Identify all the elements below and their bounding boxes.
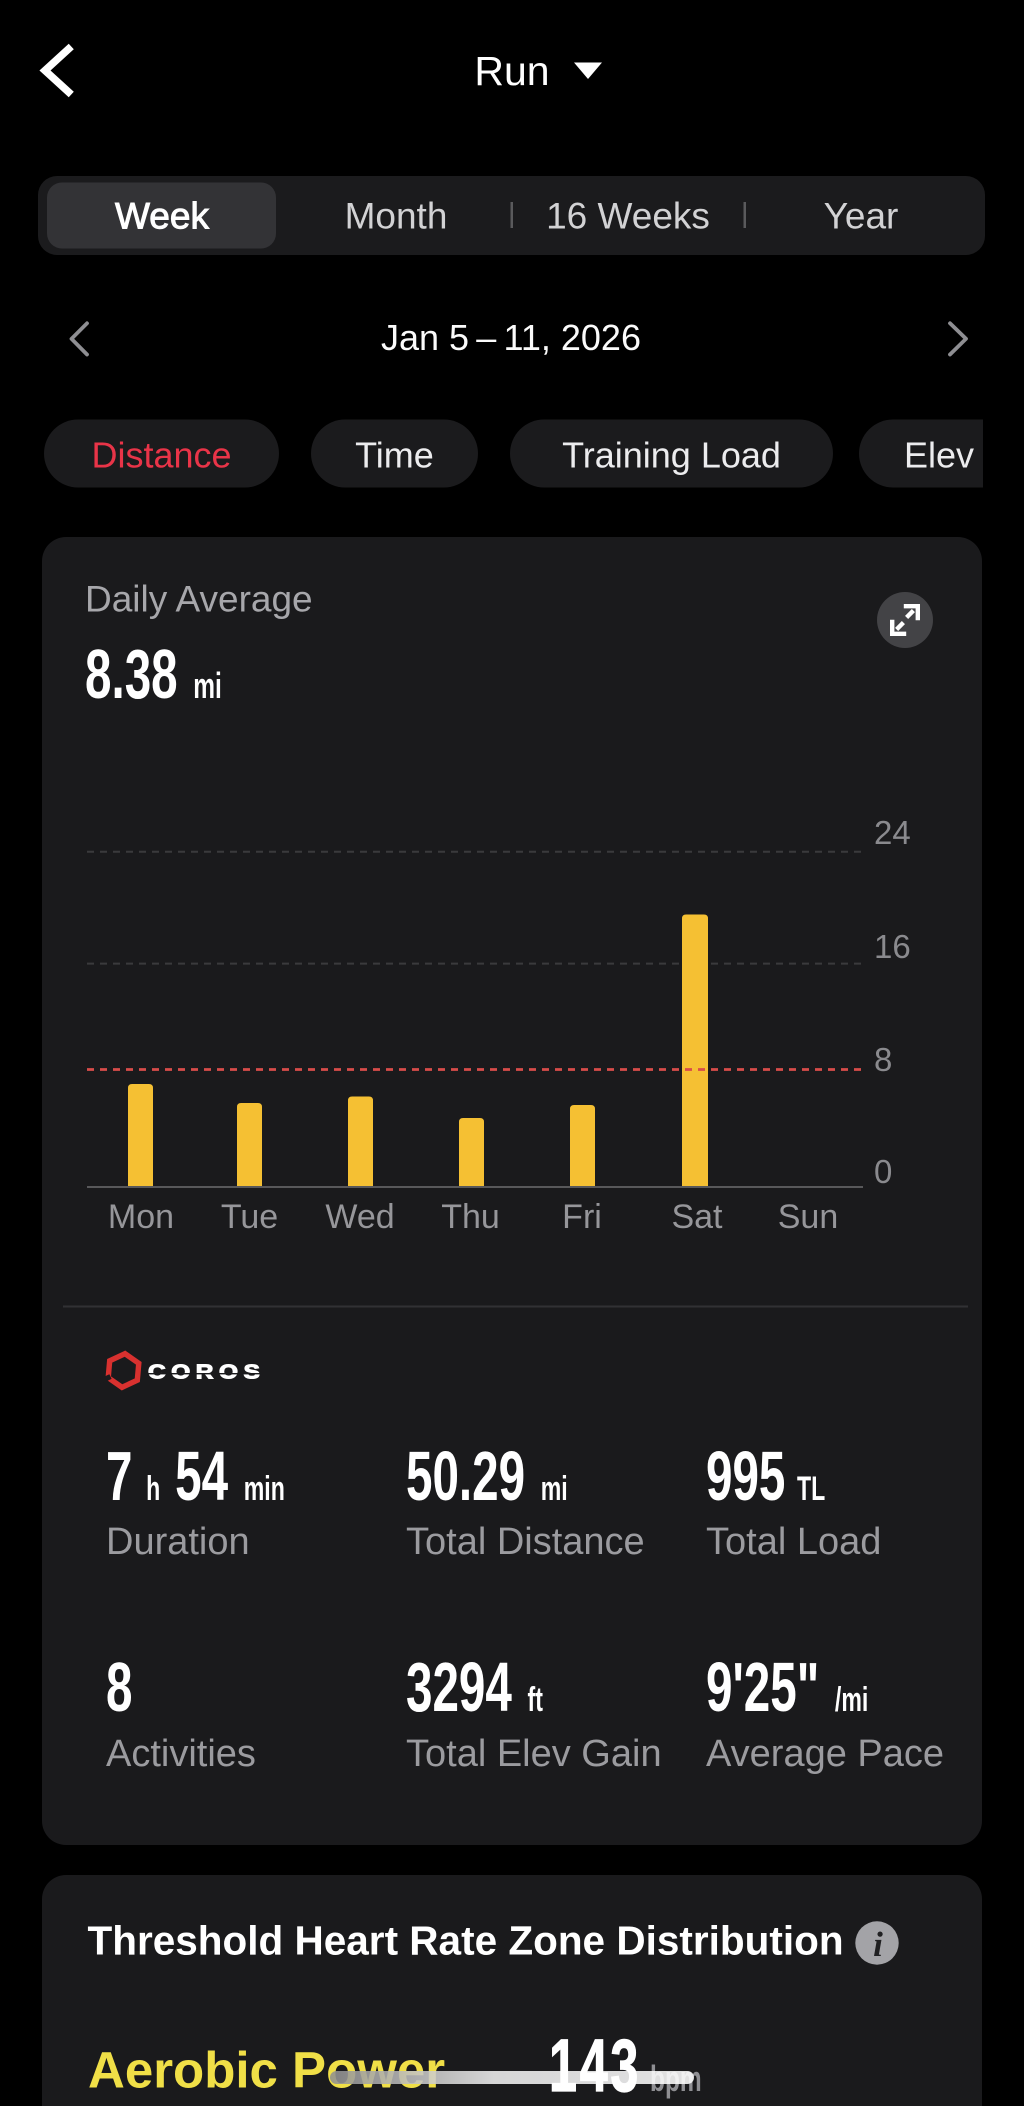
- svg-text:Run: Run: [474, 48, 549, 94]
- svg-text:Total Distance: Total Distance: [406, 1521, 645, 1563]
- svg-text:24: 24: [874, 814, 911, 851]
- svg-text:Average Pace: Average Pace: [706, 1733, 944, 1775]
- svg-text:Training Load: Training Load: [562, 435, 781, 476]
- svg-text:Daily Average: Daily Average: [85, 579, 313, 620]
- svg-text:Sat: Sat: [671, 1198, 723, 1236]
- svg-text:Month: Month: [345, 196, 448, 237]
- svg-text:Activities: Activities: [106, 1733, 256, 1775]
- svg-text:Aerobic Power: Aerobic Power: [88, 2042, 445, 2099]
- svg-text:Total Load: Total Load: [706, 1521, 881, 1563]
- svg-text:9'25"/mi: 9'25"/mi: [706, 1648, 868, 1726]
- svg-text:Wed: Wed: [325, 1198, 394, 1236]
- svg-text:Total Elev Gain: Total Elev Gain: [406, 1733, 662, 1775]
- svg-text:0: 0: [874, 1153, 892, 1190]
- svg-text:Duration: Duration: [106, 1521, 250, 1563]
- svg-text:Week: Week: [115, 196, 209, 237]
- svg-text:i: i: [873, 1925, 883, 1964]
- svg-text:Sun: Sun: [778, 1198, 839, 1236]
- svg-text:Distance: Distance: [91, 435, 231, 476]
- svg-text:Thu: Thu: [441, 1198, 500, 1236]
- svg-text:Threshold Heart Rate Zone Dist: Threshold Heart Rate Zone Distribution: [88, 1918, 844, 1964]
- svg-text:143: 143: [549, 2026, 641, 2106]
- svg-text:Jan 5 – 11, 2026: Jan 5 – 11, 2026: [381, 317, 641, 358]
- svg-text:COROS: COROS: [148, 1361, 265, 1383]
- svg-text:16: 16: [874, 928, 911, 965]
- svg-text:Fri: Fri: [562, 1198, 602, 1236]
- svg-text:Year: Year: [824, 196, 899, 237]
- svg-text:8: 8: [874, 1041, 892, 1078]
- svg-text:16 Weeks: 16 Weeks: [546, 196, 710, 237]
- svg-text:Time: Time: [355, 435, 434, 476]
- svg-text:8: 8: [106, 1648, 132, 1726]
- svg-text:Mon: Mon: [108, 1198, 174, 1236]
- svg-text:Elev: Elev: [904, 435, 974, 476]
- svg-text:Tue: Tue: [221, 1198, 278, 1236]
